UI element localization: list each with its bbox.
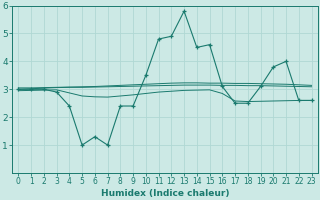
X-axis label: Humidex (Indice chaleur): Humidex (Indice chaleur) (101, 189, 229, 198)
